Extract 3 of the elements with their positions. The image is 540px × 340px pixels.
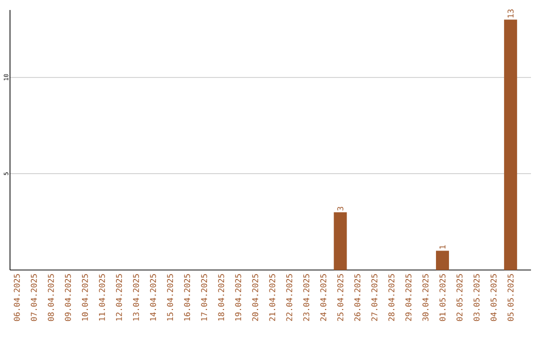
bar: [436, 250, 449, 270]
bar: [334, 212, 347, 270]
bar: [504, 20, 518, 270]
